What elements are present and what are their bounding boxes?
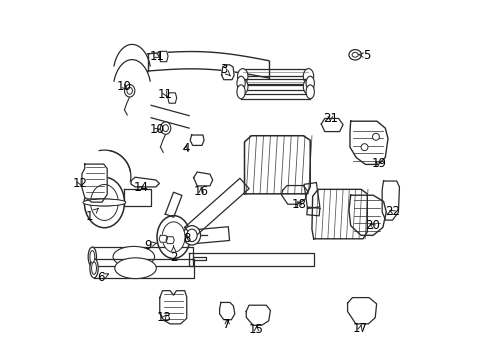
Ellipse shape (186, 229, 197, 242)
Polygon shape (159, 235, 167, 242)
Polygon shape (131, 177, 159, 187)
Ellipse shape (157, 216, 190, 258)
Text: 17: 17 (352, 321, 367, 334)
Ellipse shape (124, 85, 135, 97)
Polygon shape (124, 189, 151, 206)
Text: 22: 22 (384, 205, 399, 218)
Ellipse shape (115, 258, 156, 279)
Text: 1: 1 (85, 208, 98, 223)
Ellipse shape (351, 52, 358, 57)
Polygon shape (189, 253, 313, 266)
Polygon shape (349, 121, 387, 165)
Ellipse shape (84, 199, 124, 206)
Ellipse shape (236, 85, 244, 99)
Ellipse shape (163, 125, 168, 131)
Polygon shape (347, 298, 376, 324)
Polygon shape (304, 183, 319, 208)
Text: 4: 4 (182, 142, 189, 156)
Polygon shape (242, 79, 308, 94)
Ellipse shape (236, 76, 244, 90)
Polygon shape (193, 172, 212, 186)
Text: 9: 9 (143, 239, 157, 252)
Ellipse shape (372, 133, 379, 140)
Polygon shape (244, 136, 309, 194)
Ellipse shape (237, 69, 247, 84)
Ellipse shape (303, 69, 313, 84)
Ellipse shape (83, 199, 125, 206)
Ellipse shape (237, 79, 247, 94)
Text: 18: 18 (291, 198, 306, 211)
Polygon shape (306, 207, 319, 216)
Text: 13: 13 (157, 311, 171, 324)
Text: 15: 15 (249, 323, 264, 336)
Ellipse shape (90, 251, 95, 263)
Polygon shape (94, 258, 194, 278)
Ellipse shape (91, 262, 96, 274)
Text: 14: 14 (133, 181, 148, 194)
Polygon shape (167, 93, 176, 103)
Ellipse shape (305, 85, 314, 99)
Ellipse shape (360, 144, 367, 150)
Polygon shape (190, 135, 203, 145)
Polygon shape (321, 118, 343, 131)
Polygon shape (160, 291, 186, 324)
Text: 19: 19 (370, 157, 386, 170)
Text: 5: 5 (357, 49, 370, 62)
Ellipse shape (90, 184, 118, 220)
Text: 8: 8 (183, 232, 191, 245)
Polygon shape (165, 237, 174, 244)
Polygon shape (242, 69, 308, 84)
Text: 6: 6 (97, 271, 108, 284)
Polygon shape (219, 302, 234, 320)
Polygon shape (221, 65, 234, 80)
Text: 3: 3 (220, 63, 230, 76)
Text: 12: 12 (73, 177, 87, 190)
Text: 16: 16 (193, 185, 208, 198)
Ellipse shape (305, 76, 314, 90)
Polygon shape (281, 185, 307, 204)
Ellipse shape (90, 258, 98, 278)
Ellipse shape (162, 222, 184, 252)
Text: 10: 10 (150, 123, 164, 136)
Polygon shape (246, 305, 270, 325)
Polygon shape (189, 227, 229, 244)
Polygon shape (165, 192, 182, 217)
Polygon shape (193, 257, 205, 260)
Text: 10: 10 (117, 80, 131, 93)
Text: 20: 20 (365, 219, 379, 232)
Text: 11: 11 (149, 50, 164, 63)
Polygon shape (311, 189, 366, 239)
Polygon shape (348, 195, 386, 235)
Ellipse shape (303, 79, 313, 94)
Ellipse shape (160, 122, 170, 134)
Text: 21: 21 (322, 112, 337, 125)
Ellipse shape (113, 246, 154, 267)
Polygon shape (82, 164, 107, 202)
Ellipse shape (183, 226, 200, 245)
Text: 7: 7 (223, 318, 230, 331)
Polygon shape (92, 247, 192, 266)
Polygon shape (159, 51, 168, 62)
Text: 11: 11 (158, 88, 173, 101)
Ellipse shape (84, 177, 124, 228)
Ellipse shape (127, 87, 132, 94)
Text: 2: 2 (169, 246, 177, 264)
Ellipse shape (348, 50, 361, 60)
Ellipse shape (88, 247, 96, 266)
Polygon shape (184, 178, 248, 238)
Polygon shape (382, 181, 399, 220)
